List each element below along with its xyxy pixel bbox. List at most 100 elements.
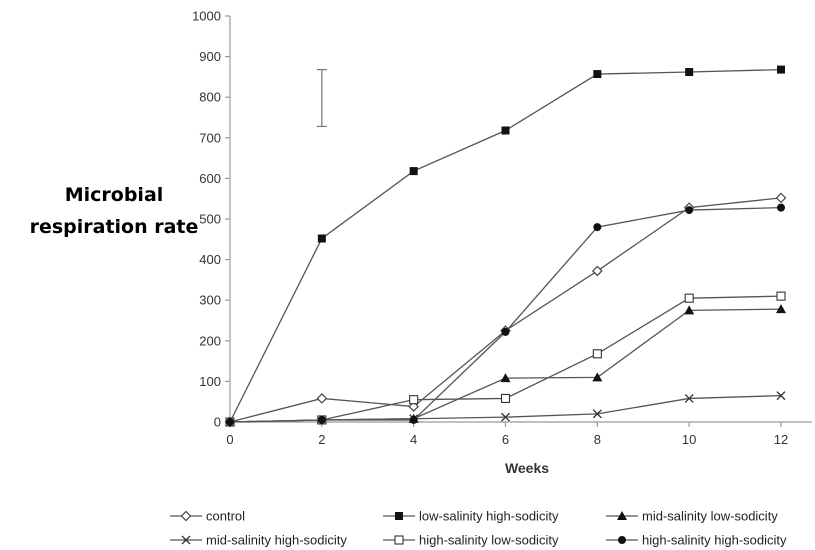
- series-low-salinity-high-sodicity: [226, 65, 785, 426]
- data-point: [684, 393, 694, 403]
- legend-marker: [180, 510, 192, 522]
- legend-label: low-salinity high-sodicity: [419, 509, 559, 524]
- legend-marker: [617, 511, 627, 520]
- x-tick-label: 8: [594, 432, 601, 447]
- y-tick-label: 100: [199, 374, 221, 389]
- marker-shape: [501, 412, 510, 422]
- marker-shape: [591, 265, 603, 277]
- data-point: [593, 223, 602, 232]
- marker-shape: [316, 393, 328, 404]
- data-point: [317, 234, 326, 243]
- y-axis-label-line-1: Microbial: [65, 184, 164, 206]
- data-point: [684, 305, 695, 315]
- x-axis-label: Weeks: [505, 460, 549, 476]
- data-point: [685, 206, 694, 215]
- x-tick-label: 0: [226, 432, 233, 447]
- marker-shape: [226, 418, 234, 426]
- y-axis-label-line-2: respiration rate: [30, 216, 199, 238]
- legend-item: mid-salinity low-sodicity: [606, 509, 778, 524]
- legend-label: high-salinity high-sodicity: [642, 533, 787, 548]
- marker-shape: [592, 372, 603, 382]
- data-point: [592, 372, 603, 382]
- data-point: [777, 203, 785, 212]
- data-point: [500, 393, 511, 404]
- series-high-salinity-low-sodicity: [225, 291, 786, 427]
- y-tick-label: 800: [199, 90, 221, 105]
- marker-shape: [500, 393, 511, 404]
- data-point: [409, 395, 419, 405]
- data-point: [317, 415, 326, 424]
- marker-shape: [684, 293, 694, 303]
- legend-item: control: [170, 509, 245, 524]
- data-point: [592, 349, 602, 359]
- data-point: [592, 409, 602, 419]
- marker-shape: [776, 391, 786, 401]
- y-tick-label: 1000: [192, 9, 221, 24]
- y-tick-label: 600: [199, 171, 221, 186]
- data-point: [776, 391, 786, 401]
- y-tick-label: 300: [199, 293, 221, 308]
- marker-shape: [592, 409, 602, 419]
- series-line: [229, 206, 782, 423]
- marker-shape: [317, 234, 326, 243]
- data-point: [501, 412, 510, 422]
- marker-shape: [684, 305, 695, 315]
- marker-shape: [394, 535, 404, 545]
- error-bar: [316, 68, 327, 128]
- data-point: [501, 327, 510, 336]
- marker-shape: [180, 510, 192, 522]
- data-point: [501, 126, 510, 135]
- y-tick-label: 0: [214, 415, 221, 430]
- data-point: [226, 418, 234, 426]
- series-high-salinity-high-sodicity: [226, 203, 785, 426]
- y-tick-label: 500: [199, 212, 221, 227]
- marker-shape: [409, 395, 419, 405]
- marker-shape: [409, 415, 418, 424]
- marker-shape: [777, 65, 785, 74]
- data-point: [685, 68, 694, 77]
- data-point: [591, 265, 603, 277]
- axes: 0 100 200 300 400 500 600 700 800 900 1000 0 2 4 6 8 10 1…: [192, 9, 812, 447]
- marker-shape: [317, 415, 326, 424]
- marker-shape: [395, 512, 403, 520]
- x-tick-label: 2: [318, 432, 325, 447]
- series-group: [224, 65, 787, 428]
- legend-marker: [618, 536, 626, 544]
- series-line: [229, 68, 782, 423]
- y-axis-label: Microbial respiration rate: [30, 184, 199, 238]
- legend-label: high-salinity low-sodicity: [419, 533, 559, 548]
- marker-shape: [181, 535, 191, 545]
- marker-shape: [685, 206, 694, 215]
- marker-shape: [776, 291, 786, 301]
- legend-item: high-salinity low-sodicity: [383, 533, 559, 548]
- marker-shape: [592, 349, 602, 359]
- data-point: [409, 167, 418, 176]
- marker-shape: [593, 70, 602, 79]
- marker-shape: [501, 327, 510, 336]
- series-mid-salinity-low-sodicity: [225, 304, 786, 426]
- x-tick-label: 6: [502, 432, 509, 447]
- y-tick-label: 900: [199, 49, 221, 64]
- y-tick-label: 700: [199, 130, 221, 145]
- marker-shape: [777, 203, 785, 212]
- legend-marker: [394, 535, 404, 545]
- data-point: [500, 373, 511, 383]
- marker-shape: [617, 511, 627, 520]
- data-point: [316, 393, 328, 404]
- marker-shape: [618, 536, 626, 544]
- legend-label: mid-salinity low-sodicity: [642, 509, 778, 524]
- data-point: [775, 192, 787, 204]
- legend: control low-salinity high-sodicity mid-sal…: [170, 509, 787, 548]
- data-point: [593, 70, 602, 79]
- legend-marker: [395, 512, 403, 520]
- marker-shape: [776, 304, 786, 314]
- x-tick-label: 4: [410, 432, 417, 447]
- legend-marker: [181, 535, 191, 545]
- x-tick-label: 10: [682, 432, 696, 447]
- data-point: [408, 401, 420, 412]
- marker-shape: [685, 68, 694, 77]
- data-point: [684, 293, 694, 303]
- legend-label: control: [206, 509, 245, 524]
- y-tick-label: 200: [199, 333, 221, 348]
